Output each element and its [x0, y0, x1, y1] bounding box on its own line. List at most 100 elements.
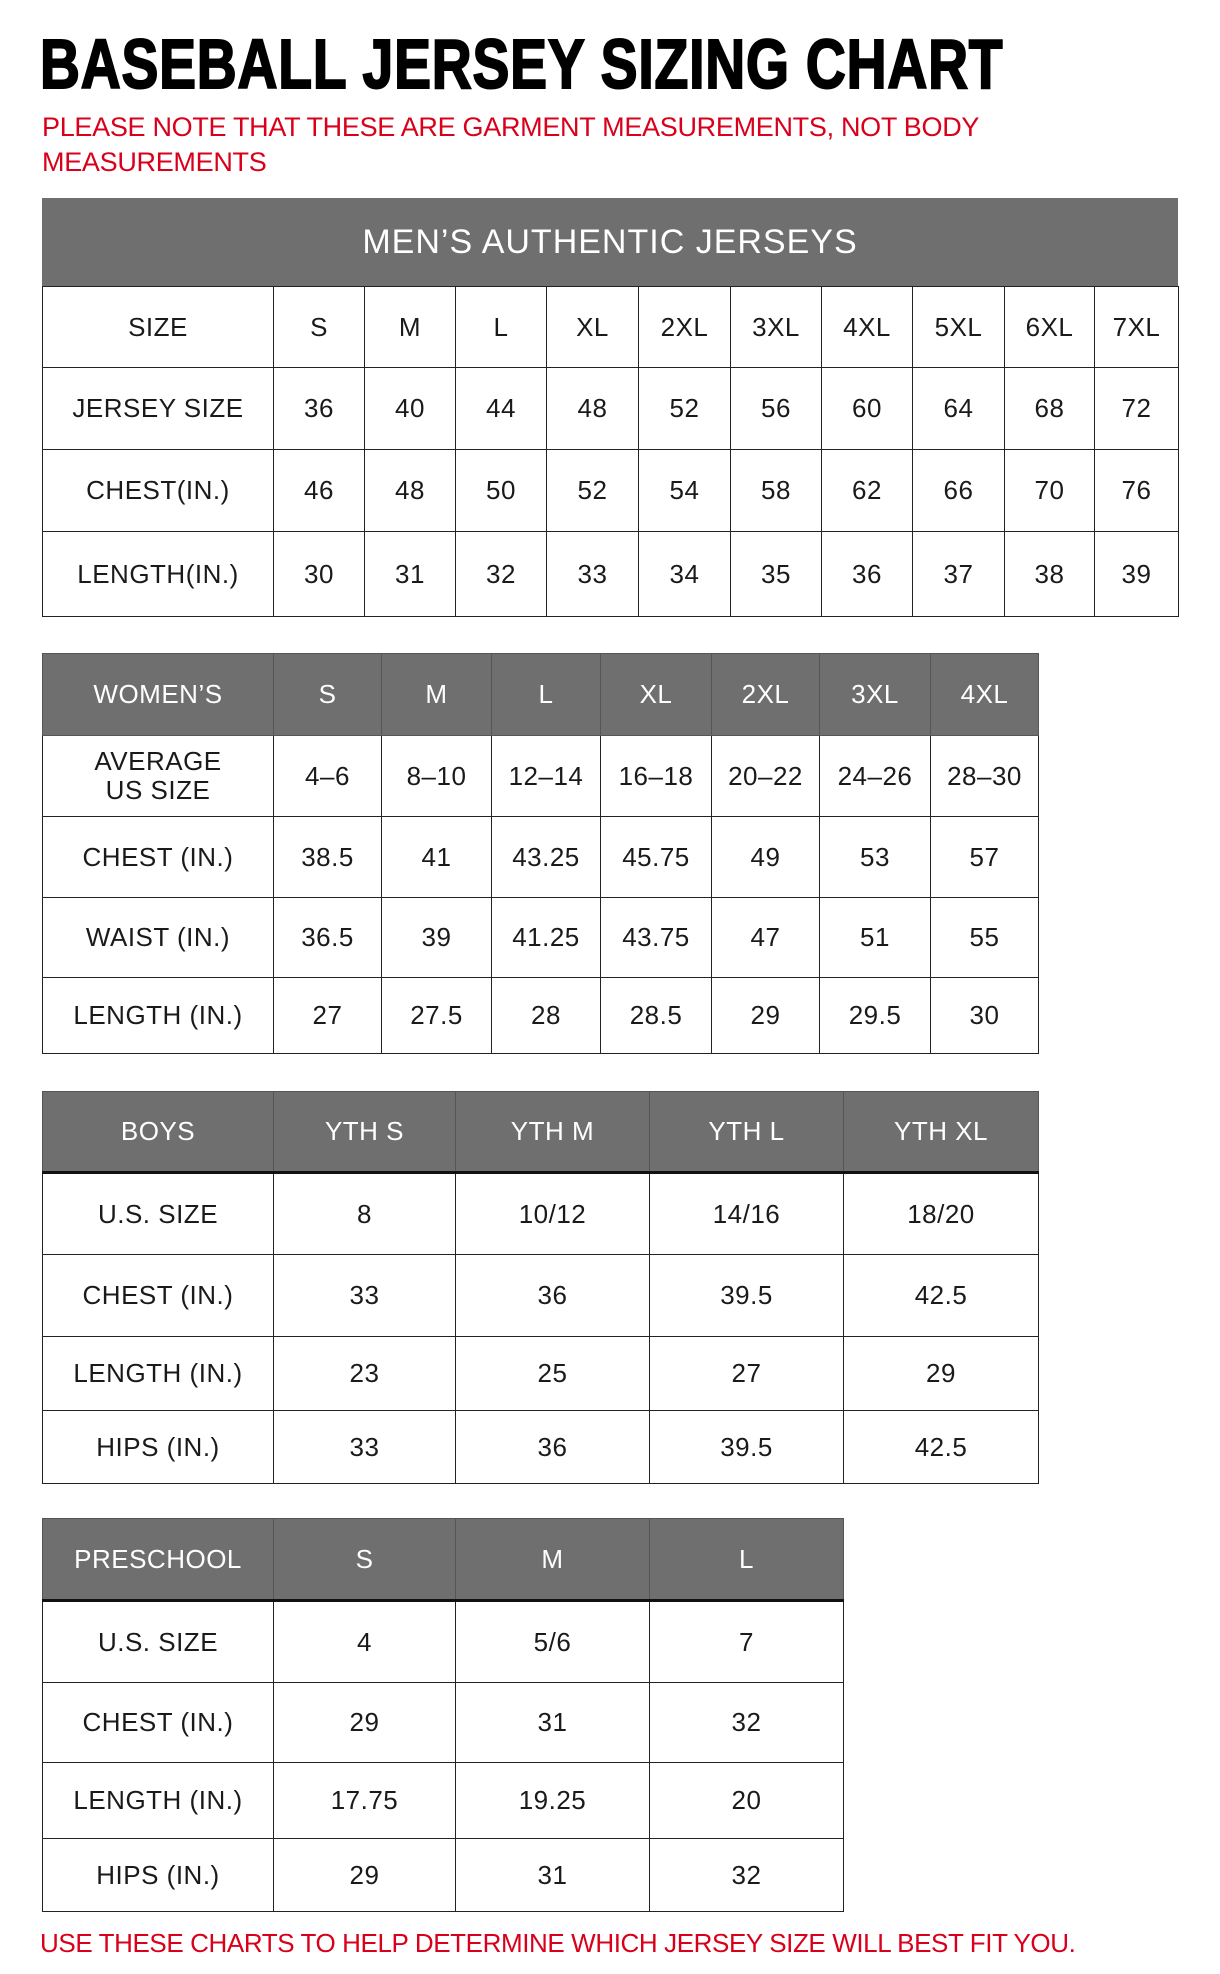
table-cell: 76: [1094, 449, 1179, 532]
table-header-label: WOMEN’S: [42, 653, 274, 736]
table-cell: 36: [455, 1254, 650, 1337]
table-cell: 39: [381, 897, 492, 978]
row-label: CHEST(IN.): [42, 449, 274, 532]
row-label: LENGTH (IN.): [42, 977, 274, 1054]
table-row: LENGTH (IN.) 27 27.5 28 28.5 29 29.5 30: [42, 977, 1039, 1054]
table-cell: 3XL: [730, 286, 822, 368]
table-cell: M: [364, 286, 456, 368]
table-cell: 72: [1094, 367, 1179, 450]
table-cell: 40: [364, 367, 456, 450]
table-cell: 4: [273, 1600, 456, 1683]
table-cell: 55: [930, 897, 1039, 978]
table-cell: 20–22: [711, 735, 820, 817]
table-cell: 39.5: [649, 1254, 844, 1337]
table-cell: 7XL: [1094, 286, 1179, 368]
table-cell: 4XL: [821, 286, 913, 368]
table-cell: 7: [649, 1600, 844, 1683]
size-column-header: 3XL: [819, 653, 931, 736]
row-label: U.S. SIZE: [42, 1600, 274, 1683]
table-cell: 39: [1094, 531, 1179, 617]
table-header-row: WOMEN’S S M L XL 2XL 3XL 4XL: [42, 653, 1039, 736]
table-cell: 34: [638, 531, 731, 617]
table-cell: 31: [455, 1682, 650, 1763]
table-cell: 27: [649, 1336, 844, 1411]
table-cell: 27: [273, 977, 382, 1054]
table-header-row: PRESCHOOL S M L: [42, 1518, 844, 1602]
table-cell: 56: [730, 367, 822, 450]
table-cell: 58: [730, 449, 822, 532]
table-cell: 30: [273, 531, 365, 617]
table-cell: 32: [649, 1682, 844, 1763]
table-cell: 16–18: [600, 735, 712, 817]
table-header-row: BOYS YTH S YTH M YTH L YTH XL: [42, 1091, 1039, 1174]
row-label: AVERAGE US SIZE: [42, 735, 274, 817]
table-row: SIZE S M L XL 2XL 3XL 4XL 5XL 6XL 7XL: [42, 286, 1179, 368]
row-label: CHEST (IN.): [42, 1682, 274, 1763]
table-cell: 28.5: [600, 977, 712, 1054]
table-cell: 32: [649, 1838, 844, 1912]
table-header-label: PRESCHOOL: [42, 1518, 274, 1602]
table-cell: 60: [821, 367, 913, 450]
table-cell: 33: [273, 1410, 456, 1484]
table-row: LENGTH (IN.) 17.75 19.25 20: [42, 1762, 844, 1839]
table-row: U.S. SIZE 4 5/6 7: [42, 1600, 844, 1683]
table-cell: 4–6: [273, 735, 382, 817]
table-cell: 2XL: [638, 286, 731, 368]
table-row: HIPS (IN.) 29 31 32: [42, 1838, 844, 1912]
size-column-header: 4XL: [930, 653, 1039, 736]
table-cell: 28–30: [930, 735, 1039, 817]
table-row: U.S. SIZE 8 10/12 14/16 18/20: [42, 1172, 1039, 1255]
table-row: CHEST (IN.) 29 31 32: [42, 1682, 844, 1763]
footer-note: USE THESE CHARTS TO HELP DETERMINE WHICH…: [40, 1928, 1076, 1958]
table-cell: 41: [381, 816, 492, 898]
table-cell: 25: [455, 1336, 650, 1411]
mens-table-title: MEN’S AUTHENTIC JERSEYS: [42, 198, 1178, 286]
table-cell: 53: [819, 816, 931, 898]
table-row: WAIST (IN.) 36.5 39 41.25 43.75 47 51 55: [42, 897, 1039, 978]
row-label: LENGTH (IN.): [42, 1762, 274, 1839]
table-cell: 33: [546, 531, 639, 617]
size-column-header: YTH M: [455, 1091, 650, 1174]
table-cell: 30: [930, 977, 1039, 1054]
table-cell: 29: [273, 1682, 456, 1763]
table-cell: 5/6: [455, 1600, 650, 1683]
table-cell: 36: [455, 1410, 650, 1484]
size-column-header: YTH L: [649, 1091, 844, 1174]
table-cell: 70: [1004, 449, 1095, 532]
womens-size-table: WOMEN’S S M L XL 2XL 3XL 4XL AVERAGE US SIZE 4–6 8…: [42, 653, 1039, 1054]
table-cell: 23: [273, 1336, 456, 1411]
table-cell: 18/20: [843, 1172, 1039, 1255]
table-header-label: BOYS: [42, 1091, 274, 1174]
table-cell: 35: [730, 531, 822, 617]
table-cell: 43.25: [491, 816, 601, 898]
table-cell: 29: [843, 1336, 1039, 1411]
table-cell: 66: [912, 449, 1005, 532]
table-cell: 45.75: [600, 816, 712, 898]
row-label: CHEST (IN.): [42, 816, 274, 898]
size-column-header: YTH XL: [843, 1091, 1039, 1174]
size-column-header: M: [455, 1518, 650, 1602]
table-cell: 54: [638, 449, 731, 532]
garment-measurement-note: PLEASE NOTE THAT THESE ARE GARMENT MEASU…: [42, 112, 979, 177]
table-cell: 37: [912, 531, 1005, 617]
row-label: HIPS (IN.): [42, 1838, 274, 1912]
table-cell: 62: [821, 449, 913, 532]
table-cell: 52: [638, 367, 731, 450]
table-cell: 28: [491, 977, 601, 1054]
table-cell: 27.5: [381, 977, 492, 1054]
table-cell: L: [455, 286, 547, 368]
table-row: LENGTH (IN.) 23 25 27 29: [42, 1336, 1039, 1411]
table-cell: 31: [455, 1838, 650, 1912]
table-cell: 64: [912, 367, 1005, 450]
table-cell: 12–14: [491, 735, 601, 817]
row-label: HIPS (IN.): [42, 1410, 274, 1484]
table-cell: 32: [455, 531, 547, 617]
table-cell: 52: [546, 449, 639, 532]
table-row: AVERAGE US SIZE 4–6 8–10 12–14 16–18 20–22 24–…: [42, 735, 1039, 817]
table-cell: 43.75: [600, 897, 712, 978]
table-cell: 57: [930, 816, 1039, 898]
size-column-header: M: [381, 653, 492, 736]
size-column-header: XL: [600, 653, 712, 736]
size-column-header: L: [491, 653, 601, 736]
size-column-header: S: [273, 653, 382, 736]
